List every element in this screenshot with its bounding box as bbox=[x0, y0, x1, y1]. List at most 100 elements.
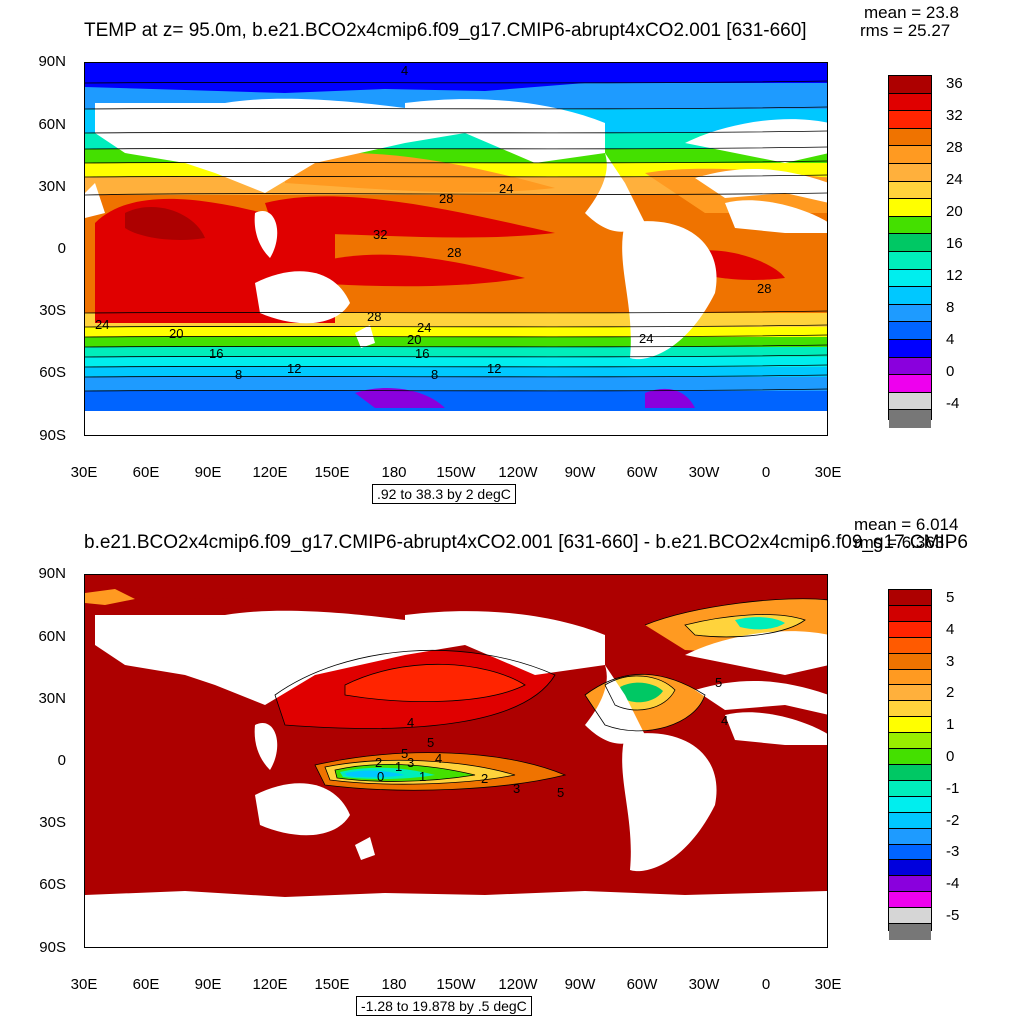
colorbar-label: 1 bbox=[946, 716, 955, 734]
contour-label: 20 bbox=[169, 326, 183, 341]
colorbar-label: 32 bbox=[946, 107, 963, 124]
lat-label: 60S bbox=[39, 364, 66, 381]
temperature-map-graphic: 4 28 24 32 28 28 24 20 24 28 24 20 16 12… bbox=[85, 63, 827, 435]
lat-label: 90S bbox=[39, 939, 66, 956]
colorbar-label: 4 bbox=[946, 331, 955, 348]
lon-label: 30E bbox=[70, 464, 98, 481]
colorbar-swatch bbox=[889, 749, 931, 765]
colorbar-swatch bbox=[889, 908, 931, 925]
lon-label: 30W bbox=[688, 464, 720, 481]
colorbar-label: 16 bbox=[946, 235, 963, 252]
lat-label: 60N bbox=[38, 116, 66, 133]
colorbar-swatch bbox=[889, 621, 931, 638]
colorbar-label: 12 bbox=[946, 267, 963, 284]
contour-interval-label: -1.28 to 19.878 by .5 degC bbox=[356, 996, 532, 1016]
colorbar bbox=[888, 589, 932, 940]
lat-label: 30N bbox=[38, 690, 66, 707]
contour-label: 24 bbox=[499, 181, 513, 196]
rms-stat: rms = 6.363 bbox=[854, 533, 945, 552]
mean-stat: mean = 23.8 bbox=[864, 3, 959, 22]
contour-label: 28 bbox=[367, 309, 381, 324]
contour-label: 4 bbox=[407, 715, 414, 730]
contour-label: 2 bbox=[481, 771, 488, 786]
lon-label: 90E bbox=[194, 464, 222, 481]
colorbar-label: -4 bbox=[946, 395, 960, 412]
lon-label: 30E bbox=[814, 976, 842, 993]
contour-label: 4 bbox=[721, 713, 728, 728]
colorbar-swatch bbox=[889, 357, 931, 376]
lon-label: 0 bbox=[761, 464, 771, 481]
colorbar-label: -4 bbox=[946, 875, 960, 893]
colorbar-label: 2 bbox=[946, 684, 955, 702]
colorbar-swatch bbox=[889, 199, 931, 217]
lon-label: 120E bbox=[252, 976, 288, 993]
contour-label: 3 bbox=[407, 755, 414, 770]
lon-label: 30E bbox=[70, 976, 98, 993]
contour-label: 8 bbox=[235, 367, 242, 382]
difference-map: 4 5 2 1 3 4 5 0 1 2 3 5 4 5 bbox=[84, 574, 828, 948]
colorbar-swatch bbox=[889, 111, 931, 129]
lon-label: 120W bbox=[498, 464, 538, 481]
lat-label: 60S bbox=[39, 876, 66, 893]
colorbar-swatch bbox=[889, 339, 931, 358]
lon-label: 90W bbox=[564, 464, 596, 481]
colorbar-swatch bbox=[889, 860, 931, 877]
colorbar-swatch bbox=[889, 234, 931, 252]
lon-label: 60E bbox=[132, 464, 160, 481]
colorbar-swatch bbox=[889, 322, 931, 340]
contour-label: 28 bbox=[757, 281, 771, 296]
lat-label: 0 bbox=[57, 752, 66, 769]
temperature-map: 4 28 24 32 28 28 24 20 24 28 24 20 16 12… bbox=[84, 62, 828, 436]
contour-label: 4 bbox=[401, 63, 408, 78]
colorbar-label: -3 bbox=[946, 843, 960, 861]
colorbar-label: -1 bbox=[946, 779, 960, 797]
contour-label: 8 bbox=[431, 367, 438, 382]
colorbar-swatch bbox=[889, 685, 931, 702]
contour-label: 3 bbox=[513, 781, 520, 796]
map-title: TEMP at z= 95.0m, b.e21.BCO2x4cmip6.f09_… bbox=[84, 20, 807, 41]
colorbar-swatch bbox=[889, 216, 931, 235]
lon-label: 90W bbox=[564, 976, 596, 993]
colorbar-label: 5 bbox=[946, 588, 955, 606]
difference-map-graphic: 4 5 2 1 3 4 5 0 1 2 3 5 4 5 bbox=[85, 575, 827, 947]
colorbar-swatch bbox=[889, 701, 931, 718]
colorbar-swatch bbox=[889, 93, 931, 112]
colorbar-swatch bbox=[889, 812, 931, 829]
lat-label: 0 bbox=[57, 240, 66, 257]
contour-label: 5 bbox=[557, 785, 564, 800]
lon-label: 60W bbox=[626, 464, 658, 481]
colorbar-swatch bbox=[889, 590, 931, 606]
colorbar-swatch bbox=[889, 76, 931, 94]
contour-label: 20 bbox=[407, 332, 421, 347]
contour-label: 12 bbox=[487, 361, 501, 376]
colorbar-label: 36 bbox=[946, 75, 963, 92]
lon-label: 60E bbox=[132, 976, 160, 993]
colorbar-label: 3 bbox=[946, 652, 955, 670]
contour-label: 1 bbox=[395, 759, 402, 774]
lon-label: 150W bbox=[436, 976, 476, 993]
contour-label: 4 bbox=[435, 751, 442, 766]
colorbar-swatch bbox=[889, 637, 931, 654]
colorbar-swatch bbox=[889, 764, 931, 781]
contour-label: 12 bbox=[287, 361, 301, 376]
lon-label: 120W bbox=[498, 976, 538, 993]
lon-label: 60W bbox=[626, 976, 658, 993]
colorbar-label: -2 bbox=[946, 811, 960, 829]
lat-label: 30N bbox=[38, 178, 66, 195]
colorbar-swatch bbox=[889, 375, 931, 393]
lon-label: 150W bbox=[436, 464, 476, 481]
contour-label: 24 bbox=[639, 331, 653, 346]
colorbar-swatch bbox=[889, 828, 931, 845]
colorbar-label: 8 bbox=[946, 299, 955, 316]
colorbar-label: 4 bbox=[946, 620, 955, 638]
lon-label: 150E bbox=[314, 464, 350, 481]
map-title: b.e21.BCO2x4cmip6.f09_g17.CMIP6-abrupt4x… bbox=[84, 532, 969, 553]
lon-label: 120E bbox=[252, 464, 288, 481]
colorbar-swatch bbox=[889, 146, 931, 164]
lat-label: 60N bbox=[38, 628, 66, 645]
lon-label: 30W bbox=[688, 976, 720, 993]
lat-label: 30S bbox=[39, 302, 66, 319]
colorbar-swatch bbox=[889, 733, 931, 750]
contour-label: 5 bbox=[401, 746, 408, 761]
colorbar-swatch bbox=[889, 269, 931, 288]
